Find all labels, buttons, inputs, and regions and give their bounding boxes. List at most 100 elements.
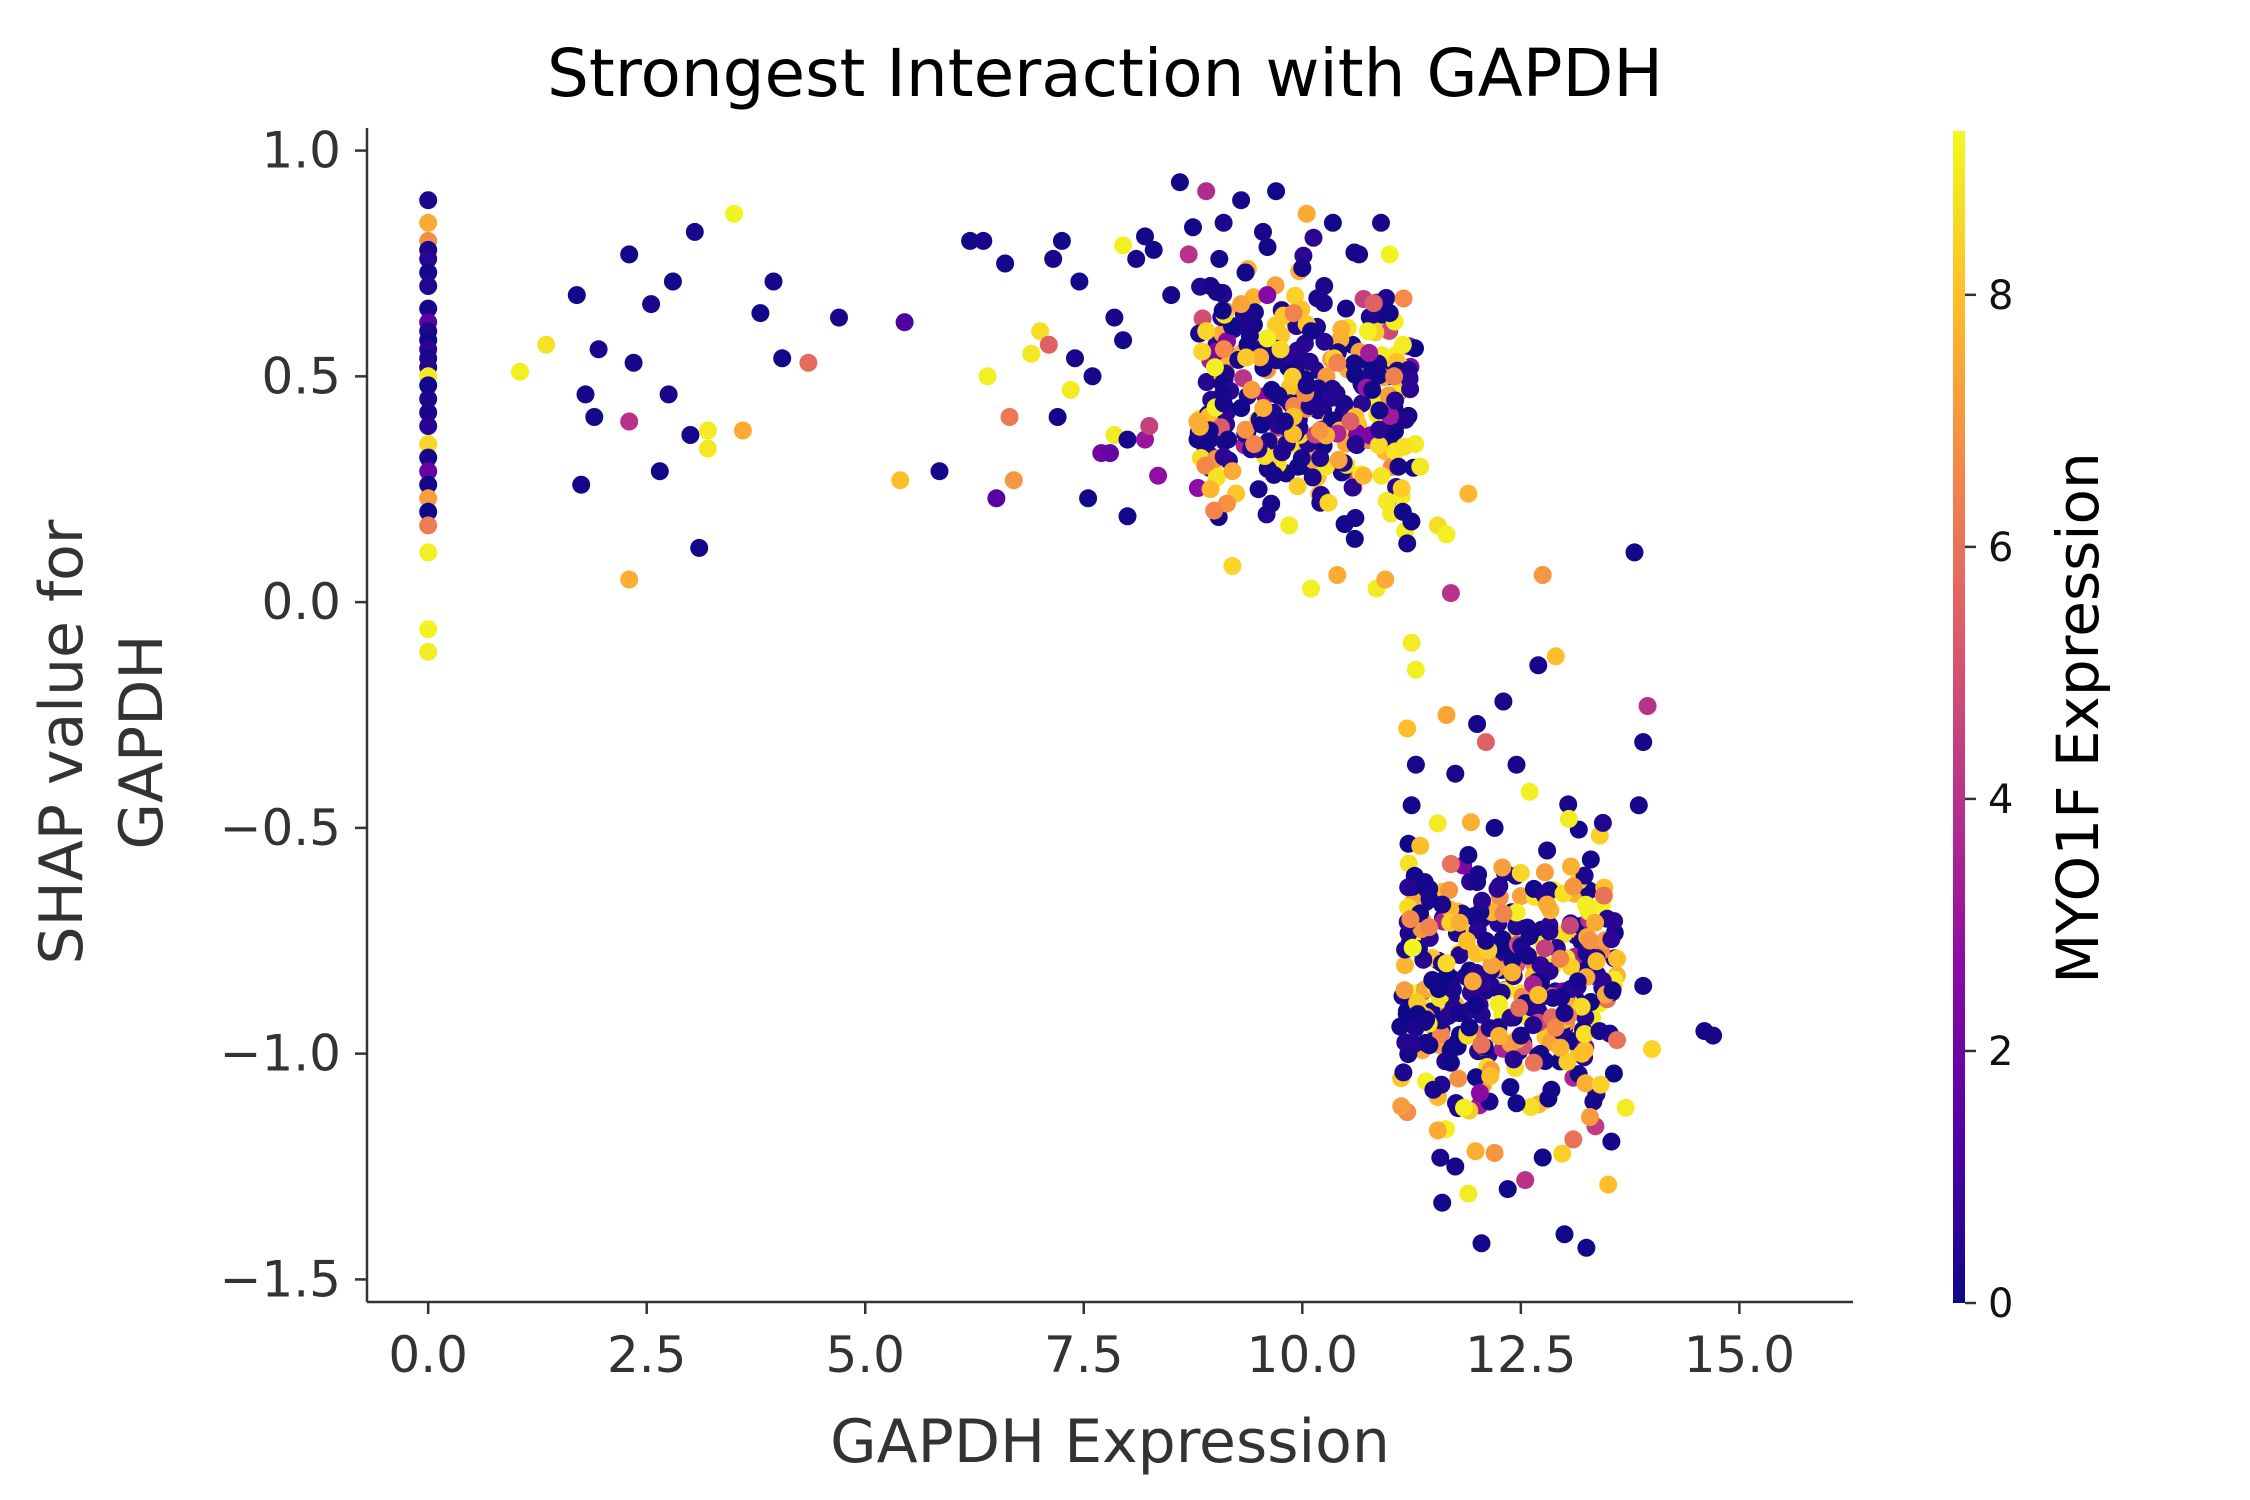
scatter-point — [1327, 384, 1346, 403]
scatter-point — [419, 277, 438, 295]
scatter-point — [1398, 534, 1417, 553]
scatter-point — [1302, 322, 1320, 341]
scatter-point — [1396, 410, 1415, 429]
x-tick-label: 5.0 — [825, 1326, 905, 1384]
scatter-point — [1328, 353, 1347, 372]
scatter-point — [419, 489, 438, 508]
scatter-point — [1406, 660, 1425, 679]
scatter-point — [1538, 895, 1557, 914]
scatter-point — [1044, 249, 1063, 268]
colorbar-tick-label: 2 — [1988, 1029, 2013, 1075]
scatter-point — [1424, 972, 1443, 991]
scatter-point — [419, 475, 438, 494]
scatter-point — [537, 335, 556, 354]
scatter-point — [891, 471, 910, 490]
scatter-point — [1485, 818, 1504, 837]
scatter-point — [681, 426, 700, 444]
scatter-point — [1516, 1171, 1535, 1190]
scatter-point — [419, 435, 438, 454]
scatter-point — [1518, 946, 1537, 965]
x-tick-label: 12.5 — [1465, 1326, 1576, 1384]
scatter-point — [1401, 910, 1420, 929]
scatter-point — [1369, 436, 1388, 455]
scatter-point — [650, 462, 669, 481]
scatter-point — [1476, 931, 1495, 950]
scatter-point — [1162, 286, 1181, 305]
scatter-point — [1546, 647, 1565, 666]
scatter-point — [764, 272, 783, 291]
y-tick-label: −1.0 — [220, 1025, 341, 1083]
scatter-point — [1214, 213, 1233, 232]
scatter-point — [1437, 954, 1456, 973]
scatter-point — [1493, 858, 1512, 877]
scatter-point — [1310, 421, 1329, 440]
scatter-point — [1457, 931, 1476, 950]
scatter-point — [961, 231, 980, 250]
scatter-points — [419, 173, 1723, 1257]
scatter-point — [1372, 466, 1391, 485]
scatter-point — [1258, 238, 1277, 256]
scatter-point — [751, 304, 770, 323]
scatter-point — [1638, 697, 1657, 715]
colorbar-gradient — [1953, 131, 1965, 1303]
scatter-point — [1602, 930, 1621, 949]
scatter-point — [1406, 755, 1425, 774]
scatter-point — [799, 353, 818, 372]
y-axis-label-line-1: SHAP value for — [27, 519, 97, 964]
scatter-point — [1354, 466, 1373, 485]
scatter-point — [1332, 320, 1351, 339]
scatter-point — [1346, 509, 1365, 527]
scatter-point — [996, 254, 1015, 273]
scatter-point — [1485, 1144, 1504, 1162]
scatter-point — [1396, 1033, 1415, 1052]
scatter-point — [1304, 228, 1323, 247]
scatter-point — [1370, 420, 1389, 439]
scatter-point — [1587, 952, 1606, 971]
scatter-point — [1197, 373, 1216, 391]
scatter-point — [733, 421, 752, 440]
y-tick-label: 0.0 — [261, 573, 341, 631]
scatter-point — [620, 245, 639, 264]
scatter-point — [1314, 294, 1333, 312]
scatter-point — [1070, 272, 1089, 291]
scatter-point — [1236, 263, 1255, 282]
scatter-point — [1101, 444, 1119, 463]
scatter-point — [1273, 443, 1291, 462]
scatter-point — [1350, 245, 1369, 264]
scatter-point — [1625, 543, 1644, 562]
scatter-point — [585, 408, 604, 426]
scatter-point — [1586, 913, 1605, 932]
scatter-point — [1488, 879, 1507, 898]
scatter-point — [1237, 348, 1256, 367]
scatter-point — [1240, 326, 1259, 345]
colorbar-tick-label: 0 — [1988, 1281, 2013, 1327]
scatter-point — [1395, 437, 1414, 456]
scatter-point — [1520, 782, 1539, 801]
scatter-point — [1288, 457, 1307, 476]
scatter-point — [1521, 1098, 1540, 1117]
scatter-point — [1144, 240, 1163, 259]
scatter-point — [1288, 477, 1307, 496]
x-tick-label: 10.0 — [1247, 1326, 1358, 1384]
scatter-point — [1476, 733, 1495, 752]
scatter-point — [725, 204, 744, 223]
scatter-point — [1411, 457, 1430, 476]
scatter-point — [1555, 1004, 1574, 1022]
scatter-point — [1490, 1027, 1509, 1045]
scatter-point — [1389, 457, 1408, 476]
scatter-point — [1411, 836, 1430, 855]
scatter-point — [1634, 733, 1653, 752]
scatter-point — [1507, 755, 1526, 774]
scatter-point — [698, 421, 717, 440]
scatter-point — [1364, 294, 1383, 313]
scatter-point — [1559, 809, 1578, 828]
scatter-point — [1297, 376, 1316, 395]
scatter-point — [1240, 313, 1259, 332]
scatter-point — [1629, 796, 1648, 815]
scatter-point — [1581, 850, 1600, 869]
scatter-point — [1704, 1026, 1723, 1045]
scatter-point — [1396, 956, 1414, 975]
colorbar-label: MYO1F Expression — [2044, 452, 2112, 984]
scatter-point — [1432, 1025, 1451, 1043]
